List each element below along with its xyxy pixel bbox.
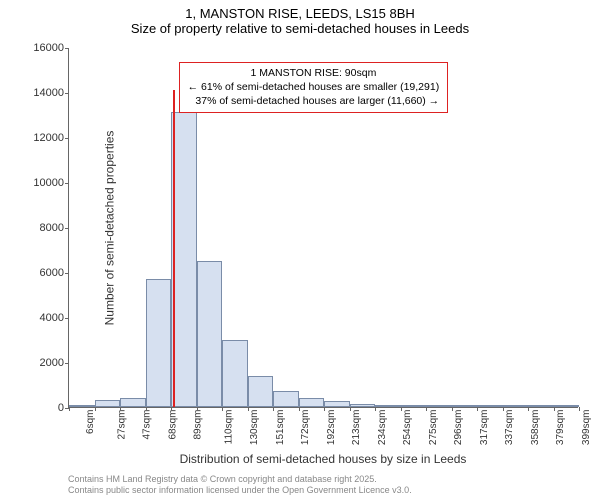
histogram-bar (324, 401, 350, 407)
chart-area: Number of semi-detached properties 02000… (68, 48, 578, 408)
annotation-box: 1 MANSTON RISE: 90sqm← 61% of semi-detac… (179, 62, 449, 113)
y-tick-label: 16000 (24, 42, 64, 54)
plot-region: 02000400060008000100001200014000160006sq… (68, 48, 578, 408)
x-tick-mark (503, 407, 504, 411)
y-tick-label: 4000 (24, 312, 64, 324)
x-tick-mark (197, 407, 198, 411)
histogram-bar (120, 398, 146, 407)
y-tick-label: 8000 (24, 222, 64, 234)
x-tick-label: 296sqm (453, 410, 464, 446)
x-tick-label: 192sqm (326, 410, 337, 446)
histogram-bar (426, 405, 452, 407)
x-tick-mark (69, 407, 70, 411)
x-tick-mark (528, 407, 529, 411)
x-tick-label: 68sqm (167, 410, 178, 440)
x-tick-label: 151sqm (275, 410, 286, 446)
y-tick-mark (65, 48, 69, 49)
histogram-bar (452, 405, 478, 407)
y-tick-label: 0 (24, 402, 64, 414)
x-tick-label: 399sqm (581, 410, 592, 446)
y-tick-label: 2000 (24, 357, 64, 369)
y-tick-mark (65, 93, 69, 94)
histogram-bar (528, 405, 554, 407)
x-tick-label: 110sqm (223, 410, 234, 445)
x-tick-mark (477, 407, 478, 411)
x-tick-mark (222, 407, 223, 411)
x-tick-mark (120, 407, 121, 411)
x-tick-label: 172sqm (300, 410, 311, 446)
histogram-bar (554, 405, 580, 407)
histogram-bar (69, 405, 95, 407)
y-tick-label: 6000 (24, 267, 64, 279)
histogram-bar (273, 391, 299, 407)
annotation-line2: ← 61% of semi-detached houses are smalle… (188, 81, 440, 95)
x-tick-label: 89sqm (193, 410, 204, 440)
x-tick-label: 47sqm (142, 410, 153, 440)
histogram-bar (299, 398, 325, 407)
x-tick-label: 6sqm (85, 410, 96, 434)
histogram-bar (350, 404, 376, 407)
x-tick-mark (452, 407, 453, 411)
x-tick-label: 27sqm (116, 410, 127, 440)
title-line1: 1, MANSTON RISE, LEEDS, LS15 8BH (0, 6, 600, 21)
annotation-line1: 1 MANSTON RISE: 90sqm (188, 67, 440, 81)
y-tick-label: 14000 (24, 87, 64, 99)
histogram-bar (401, 405, 427, 407)
x-tick-label: 358sqm (530, 410, 541, 446)
y-tick-mark (65, 228, 69, 229)
x-tick-label: 379sqm (555, 410, 566, 446)
histogram-bar (375, 405, 401, 407)
x-tick-mark (375, 407, 376, 411)
x-tick-mark (401, 407, 402, 411)
y-tick-mark (65, 363, 69, 364)
histogram-bar (248, 376, 274, 408)
x-tick-mark (324, 407, 325, 411)
y-tick-label: 10000 (24, 177, 64, 189)
x-tick-label: 130sqm (249, 410, 260, 446)
chart-title-block: 1, MANSTON RISE, LEEDS, LS15 8BH Size of… (0, 0, 600, 36)
x-tick-label: 234sqm (377, 410, 388, 446)
footer-line2: Contains public sector information licen… (68, 485, 412, 496)
y-tick-mark (65, 138, 69, 139)
histogram-bar (95, 400, 121, 407)
histogram-bar (171, 112, 197, 407)
title-line2: Size of property relative to semi-detach… (0, 21, 600, 36)
y-tick-label: 12000 (24, 132, 64, 144)
x-tick-mark (95, 407, 96, 411)
x-tick-mark (579, 407, 580, 411)
x-tick-mark (426, 407, 427, 411)
annotation-line3: 37% of semi-detached houses are larger (… (188, 95, 440, 109)
histogram-bar (197, 261, 223, 407)
x-tick-label: 213sqm (351, 410, 362, 446)
y-tick-mark (65, 273, 69, 274)
footer-attribution: Contains HM Land Registry data © Crown c… (68, 474, 412, 497)
x-tick-mark (350, 407, 351, 411)
x-axis-label: Distribution of semi-detached houses by … (180, 452, 467, 466)
footer-line1: Contains HM Land Registry data © Crown c… (68, 474, 412, 485)
x-tick-mark (273, 407, 274, 411)
x-tick-mark (146, 407, 147, 411)
x-tick-label: 317sqm (479, 410, 490, 446)
histogram-bar (477, 405, 503, 407)
histogram-bar (146, 279, 172, 407)
x-tick-label: 337sqm (504, 410, 515, 446)
histogram-bar (503, 405, 529, 407)
x-tick-mark (554, 407, 555, 411)
x-tick-label: 275sqm (428, 410, 439, 446)
y-tick-mark (65, 183, 69, 184)
y-tick-mark (65, 318, 69, 319)
property-marker-line (173, 90, 175, 407)
x-tick-label: 254sqm (402, 410, 413, 446)
x-tick-mark (248, 407, 249, 411)
histogram-bar (222, 340, 248, 408)
x-tick-mark (299, 407, 300, 411)
x-tick-mark (171, 407, 172, 411)
